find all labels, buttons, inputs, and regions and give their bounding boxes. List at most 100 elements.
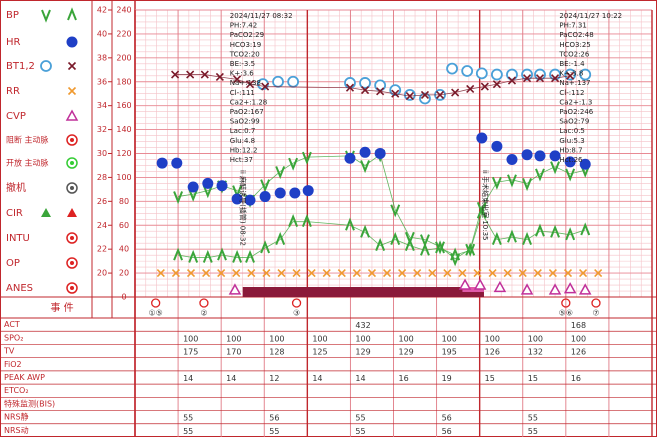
marker-x	[292, 269, 301, 278]
marker-circle	[549, 68, 561, 81]
cell: 175	[183, 348, 198, 357]
legend-label: BT1,2	[6, 61, 35, 72]
marker-caret	[476, 205, 487, 219]
cell: 195	[442, 348, 457, 357]
cell: 16	[399, 374, 409, 383]
marker-x	[451, 88, 460, 97]
legend-label: CVP	[6, 111, 26, 122]
cell: 15	[485, 374, 495, 383]
y-tick-label: 60	[119, 221, 129, 230]
cell: 100	[485, 334, 500, 343]
marker-caret	[420, 242, 430, 256]
marker-v	[476, 201, 487, 216]
lab-annotation: Cl-:111	[230, 89, 255, 97]
anesthesia-bar	[242, 287, 484, 297]
lab-annotation: TCO2:20	[229, 50, 260, 58]
marker-x	[492, 80, 501, 89]
marker-caret	[375, 237, 386, 251]
marker-x	[518, 269, 527, 278]
row-label: NRS动	[4, 425, 29, 435]
cell: 100	[442, 334, 457, 343]
marker-x	[352, 269, 361, 278]
cell: 56	[442, 414, 452, 423]
cell: 14	[183, 374, 193, 383]
marker-v	[565, 168, 576, 182]
marker-x	[405, 92, 414, 101]
marker-filltri	[41, 208, 51, 217]
lab-annotation: Ca2+:1.3	[559, 98, 592, 106]
lab-annotation: PaO2:167	[230, 108, 264, 116]
marker-caret	[565, 227, 576, 241]
marker-v	[535, 168, 545, 182]
cell: 100	[399, 334, 414, 343]
marker-dot	[579, 158, 591, 170]
lab-annotation: HCO3:19	[230, 41, 261, 49]
cell: 100	[226, 334, 241, 343]
event-label: ②	[200, 309, 207, 318]
lab-annotation: Hb:12.2	[230, 146, 258, 154]
marker-caret	[232, 249, 243, 263]
legend-label: BP	[6, 10, 19, 21]
marker-x	[202, 269, 211, 278]
marker-x	[186, 70, 195, 79]
marker-v	[202, 185, 213, 199]
marker-x	[262, 269, 271, 278]
marker-v	[260, 179, 271, 193]
marker-caret	[522, 231, 532, 245]
lab-annotation: Na+:137	[559, 79, 590, 87]
marker-v	[301, 151, 312, 165]
row-label: NRS静	[4, 412, 29, 422]
marker-v	[390, 204, 401, 218]
marker-x	[428, 269, 437, 278]
y-tick-label: 240	[116, 6, 131, 15]
series-line	[178, 154, 586, 260]
cell: 100	[571, 334, 586, 343]
marker-triangle	[563, 282, 577, 294]
marker-caret	[507, 229, 517, 243]
lab-annotation: Glu:5.3	[559, 137, 584, 145]
lab-annotation: PaO2:246	[559, 108, 593, 116]
marker-caret	[67, 7, 77, 21]
marker-x	[550, 74, 560, 83]
lab-annotation: Hb:8.7	[559, 146, 582, 154]
event-marker	[199, 298, 209, 308]
marker-dot	[374, 148, 386, 159]
marker-x	[247, 269, 256, 278]
marker-circle	[564, 68, 577, 81]
marker-v	[522, 178, 532, 192]
lab-annotation: SaO2:99	[230, 118, 260, 126]
marker-x	[233, 75, 242, 84]
marker-x	[171, 70, 180, 79]
cell: 14	[312, 374, 322, 383]
y-tick-label: 220	[116, 29, 131, 38]
marker-triangle	[578, 283, 592, 295]
marker-caret	[435, 240, 445, 254]
y-tick-label: 160	[116, 101, 131, 110]
marker-dot	[216, 180, 228, 192]
lab-annotation: PH:7.31	[559, 22, 586, 30]
lab-annotation: Cl-:112	[559, 89, 584, 97]
marker-caret	[173, 247, 184, 261]
marker-dot	[491, 140, 503, 152]
marker-x	[360, 86, 370, 95]
cell: 12	[269, 374, 279, 383]
marker-caret	[245, 249, 255, 263]
marker-caret	[390, 231, 401, 245]
lab-annotation: SaO2:79	[559, 118, 589, 126]
marker-target	[66, 182, 78, 194]
marker-caret	[275, 231, 286, 245]
marker-dot	[521, 149, 533, 161]
marker-dot	[289, 187, 301, 199]
marker-circle	[403, 89, 416, 101]
marker-x	[535, 74, 545, 83]
lab-annotation: PaCO2:48	[559, 31, 593, 39]
marker-target	[70, 261, 74, 265]
marker-x	[261, 82, 270, 91]
marker-v	[288, 157, 299, 171]
marker-triangle	[520, 283, 534, 295]
lab-annotation: Lac:0.7	[230, 127, 256, 135]
marker-v	[188, 188, 199, 202]
lab-annotation: HCO3:25	[559, 41, 590, 49]
marker-target	[70, 186, 74, 190]
